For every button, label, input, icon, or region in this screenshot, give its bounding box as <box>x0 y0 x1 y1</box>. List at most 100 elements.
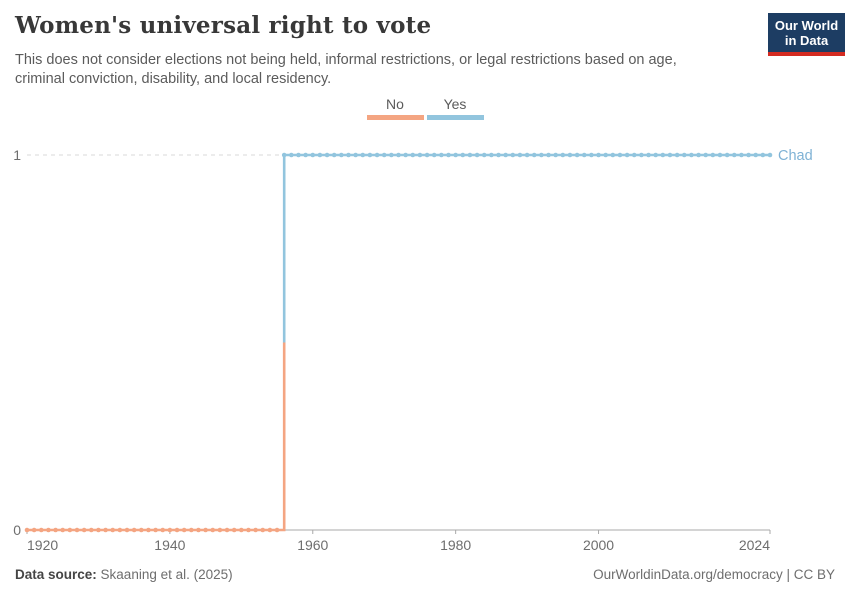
owid-logo-line2: in Data <box>784 33 829 48</box>
data-point-1927 <box>74 527 80 533</box>
data-point-2023 <box>760 152 766 158</box>
chart-footer: Data source: Skaaning et al. (2025) OurW… <box>15 567 835 582</box>
data-point-1939 <box>160 527 166 533</box>
owid-logo-line1: Our World <box>774 18 839 33</box>
data-point-1925 <box>60 527 66 533</box>
data-point-2020 <box>739 152 744 158</box>
data-point-1932 <box>110 527 116 533</box>
legend-item-yes[interactable]: Yes <box>426 96 484 120</box>
data-point-2007 <box>646 152 651 158</box>
data-point-1957 <box>289 152 294 158</box>
data-point-1985 <box>489 152 494 158</box>
data-point-1971 <box>389 152 394 158</box>
data-point-1972 <box>396 152 401 158</box>
data-point-2006 <box>639 152 644 158</box>
data-point-1946 <box>210 527 216 533</box>
data-point-1937 <box>146 527 151 533</box>
chart-subtitle: This does not consider elections not bei… <box>15 52 677 88</box>
data-point-1963 <box>331 152 337 158</box>
data-point-2002 <box>610 152 616 158</box>
data-point-1989 <box>517 152 523 158</box>
data-point-1955 <box>274 527 280 533</box>
data-point-1948 <box>224 527 230 533</box>
data-point-1944 <box>196 527 201 533</box>
y-tick-label-0: 0 <box>13 522 21 538</box>
data-point-1950 <box>239 527 244 533</box>
entity-label[interactable]: Chad <box>778 148 813 164</box>
data-point-1994 <box>553 152 558 158</box>
data-point-2010 <box>667 152 673 158</box>
data-point-1982 <box>467 152 473 158</box>
y-tick-label-1: 1 <box>13 147 21 163</box>
data-point-1979 <box>446 152 451 158</box>
data-point-1999 <box>589 152 594 158</box>
data-point-1935 <box>131 527 137 533</box>
data-source: Data source: Skaaning et al. (2025) <box>15 567 233 582</box>
data-point-1981 <box>460 152 466 158</box>
data-point-2000 <box>596 152 601 158</box>
data-point-1934 <box>124 527 130 533</box>
data-point-1951 <box>246 527 251 533</box>
data-point-2016 <box>710 152 716 158</box>
data-point-1924 <box>53 527 58 533</box>
owid-logo-text: Our World in Data <box>768 13 845 52</box>
owid-logo[interactable]: Our World in Data <box>768 13 845 56</box>
series-line-no <box>27 342 286 532</box>
data-point-1958 <box>296 152 301 158</box>
attribution-link[interactable]: OurWorldinData.org/democracy | CC BY <box>593 567 835 582</box>
data-point-1996 <box>567 152 573 158</box>
data-point-1995 <box>560 152 566 158</box>
data-point-2008 <box>653 152 658 158</box>
data-point-1974 <box>410 152 416 158</box>
data-point-1930 <box>96 527 101 533</box>
data-point-2018 <box>724 152 730 158</box>
data-point-1970 <box>381 152 387 158</box>
data-point-1990 <box>524 152 530 158</box>
data-point-2024 <box>767 152 773 158</box>
page-title: Women's universal right to vote <box>15 12 432 39</box>
data-point-1954 <box>267 527 273 533</box>
data-point-1956 <box>281 152 287 158</box>
legend-swatch <box>366 115 424 120</box>
data-point-2022 <box>753 152 759 158</box>
data-point-2017 <box>717 152 723 158</box>
data-point-2013 <box>689 152 694 158</box>
x-tick-label-1920: 1920 <box>27 537 58 553</box>
data-point-1998 <box>581 152 587 158</box>
data-point-1992 <box>539 152 544 158</box>
data-point-2003 <box>617 152 623 158</box>
data-point-1988 <box>510 152 516 158</box>
data-point-1933 <box>117 527 123 533</box>
data-point-1960 <box>310 152 316 158</box>
x-tick-label-2000: 2000 <box>583 537 614 553</box>
data-point-2014 <box>696 152 701 158</box>
data-point-1926 <box>67 527 73 533</box>
legend-label: No <box>386 96 404 112</box>
data-point-1977 <box>431 152 437 158</box>
legend-item-no[interactable]: No <box>366 96 424 120</box>
legend-label: Yes <box>443 96 467 112</box>
x-tick-label-1960: 1960 <box>297 537 328 553</box>
data-point-1964 <box>339 152 344 158</box>
data-point-1969 <box>374 152 380 158</box>
data-point-1923 <box>46 527 51 533</box>
x-tick-label-1980: 1980 <box>440 537 471 553</box>
owid-logo-redbar <box>768 52 845 56</box>
data-point-1997 <box>574 152 580 158</box>
legend-swatch <box>426 115 484 120</box>
data-point-1984 <box>481 152 487 158</box>
data-point-1968 <box>367 152 373 158</box>
data-point-1965 <box>346 152 351 158</box>
data-point-2009 <box>660 152 666 158</box>
data-point-1987 <box>503 152 508 158</box>
data-point-1940 <box>167 527 173 533</box>
data-point-1973 <box>403 152 408 158</box>
data-point-1980 <box>453 152 458 158</box>
series-line-yes <box>282 153 770 343</box>
data-point-1921 <box>31 527 37 533</box>
data-point-2021 <box>746 152 751 158</box>
data-point-1993 <box>546 152 551 158</box>
data-point-1962 <box>324 152 330 158</box>
